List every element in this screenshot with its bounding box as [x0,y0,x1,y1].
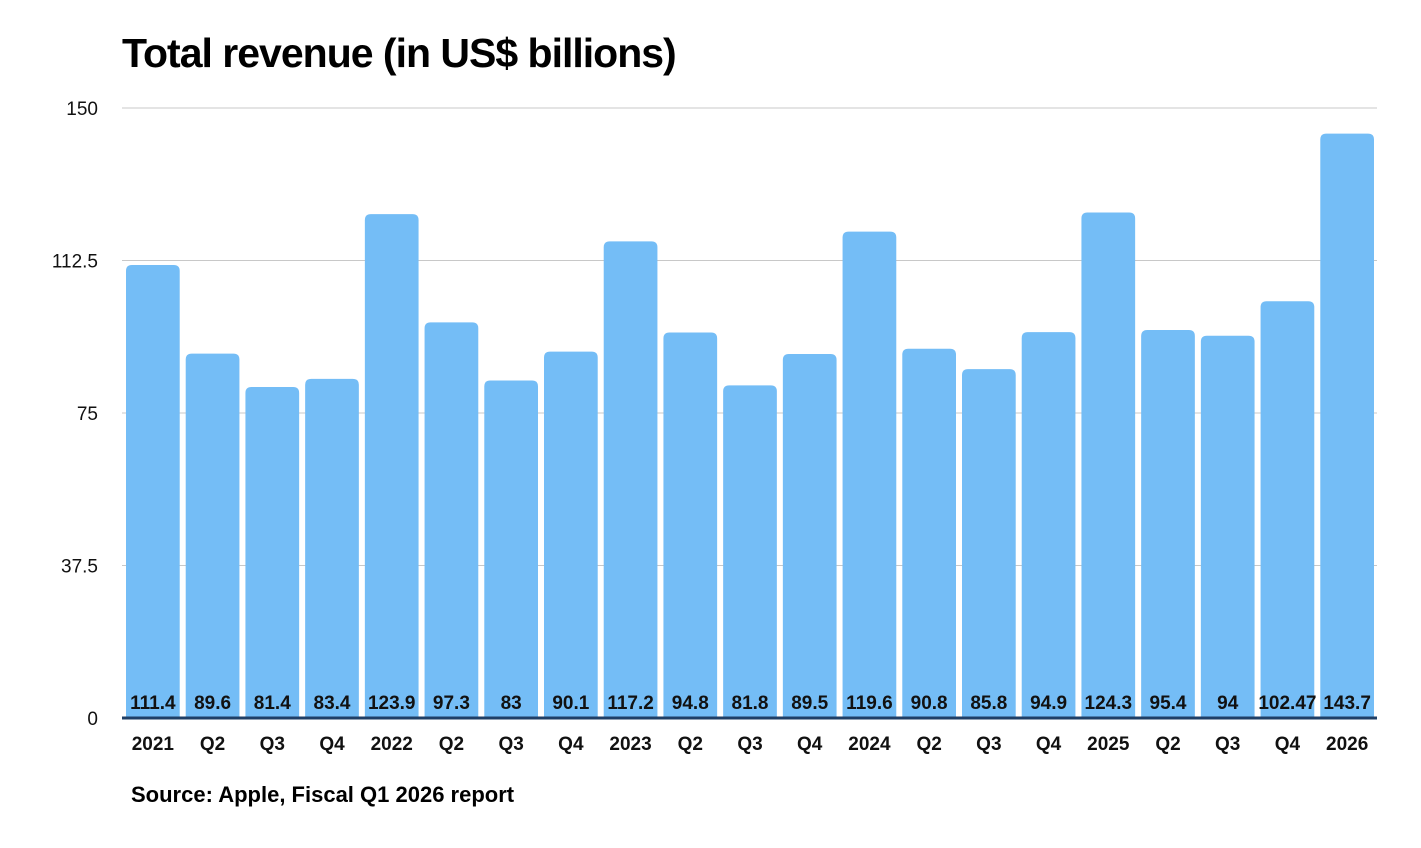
data-label: 81.4 [254,693,291,714]
bar [962,369,1016,718]
y-tick-label: 112.5 [52,252,98,273]
bar [603,241,658,719]
bar [1021,332,1076,718]
data-label: 90.1 [552,693,589,714]
data-label: 95.4 [1150,693,1187,714]
x-tick-label: Q4 [319,734,345,755]
y-tick-label: 37.5 [61,557,98,578]
x-tick-label: Q2 [200,734,225,755]
data-label: 123.9 [368,693,416,714]
x-tick-label: Q3 [737,734,762,755]
data-label: 83 [501,693,522,714]
data-label: 102.47 [1258,693,1316,714]
data-label: 94 [1217,693,1239,714]
chart-title: Total revenue (in US$ billions) [122,30,677,76]
x-tick-label: 2021 [132,734,175,755]
data-label: 94.9 [1030,693,1067,714]
x-tick-label: 2026 [1326,734,1368,755]
bar [126,264,180,718]
x-tick-label: Q4 [797,734,823,755]
data-label: 94.8 [672,693,709,714]
bar [842,231,897,719]
x-tick-label: 2025 [1087,734,1130,755]
data-label: 117.2 [607,693,654,714]
bar [1081,212,1136,718]
bar [663,332,718,718]
data-label: 97.3 [433,693,470,714]
y-tick-label: 150 [66,99,98,120]
data-label: 83.4 [314,693,351,714]
x-tick-label: Q4 [1275,734,1301,755]
x-tick-label: Q3 [498,734,523,755]
bar [1141,330,1195,718]
data-label: 89.5 [791,693,828,714]
source-note: Source: Apple, Fiscal Q1 2026 report [131,782,515,807]
x-tick-label: Q3 [976,734,1001,755]
x-tick-label: 2022 [371,734,413,755]
bar [782,354,837,718]
bar [424,322,479,718]
x-tick-label: Q2 [439,734,464,755]
x-tick-label: Q2 [1155,734,1180,755]
y-tick-label: 75 [77,404,98,425]
y-tick-label: 0 [87,709,98,730]
data-label: 85.8 [970,693,1007,714]
bar [1320,133,1374,718]
bar [902,348,956,718]
bar [1260,301,1315,718]
data-label: 90.8 [911,693,948,714]
bar [723,385,777,718]
x-tick-label: Q2 [916,734,941,755]
x-tick-label: 2024 [848,734,891,755]
x-tick-label: Q4 [1036,734,1062,755]
bar [364,214,419,718]
x-tick-label: Q4 [558,734,584,755]
bar [544,351,598,718]
x-tick-label: Q3 [1215,734,1240,755]
data-label: 89.6 [194,693,231,714]
bar [305,378,359,718]
bar [1200,335,1255,718]
bar [484,380,538,718]
x-tick-label: Q2 [678,734,703,755]
bar [245,386,300,718]
data-label: 124.3 [1085,693,1133,714]
data-label: 111.4 [130,693,176,714]
data-label: 143.7 [1323,693,1371,714]
data-label: 81.8 [732,693,769,714]
x-tick-label: Q3 [260,734,285,755]
bar [185,353,240,718]
x-tick-label: 2023 [609,734,651,755]
data-label: 119.6 [846,693,893,714]
